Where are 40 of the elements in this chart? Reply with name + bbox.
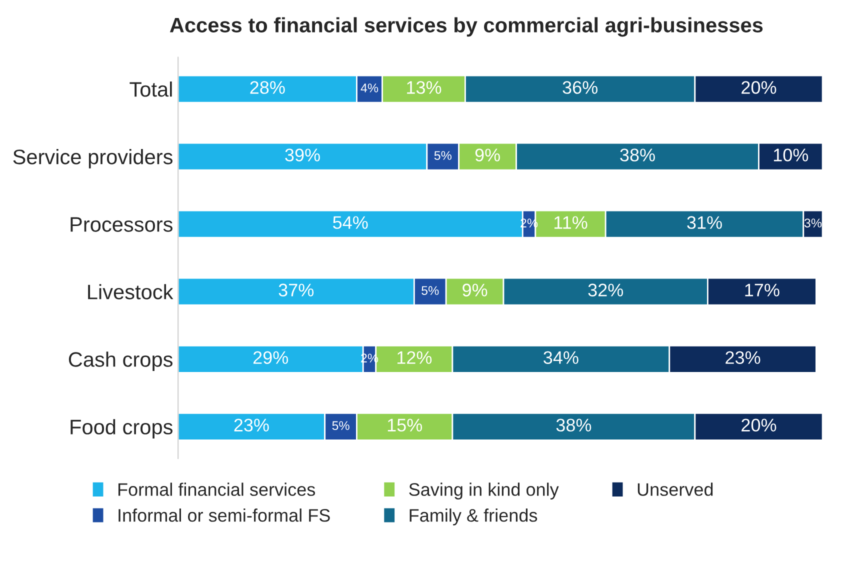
legend-label: Family & friends — [410, 508, 538, 526]
data-label: 20% — [742, 418, 776, 432]
y-tick-label: Service providers — [13, 149, 172, 168]
data-label: 28% — [250, 81, 285, 94]
data-label: 10% — [774, 148, 808, 162]
data-label: 23% — [726, 351, 760, 364]
y-tick-label: Processors — [70, 217, 172, 232]
data-label: 38% — [556, 418, 592, 432]
data-label: 32% — [588, 284, 624, 296]
data-label: 37% — [278, 284, 314, 296]
legend-label: Informal or semi-formal FS — [118, 508, 330, 522]
legend-label: Saving in kind only — [409, 482, 559, 500]
data-label: 29% — [253, 351, 288, 364]
data-label: 5% — [332, 421, 350, 430]
data-label: 17% — [745, 284, 780, 296]
y-tick-label: Total — [130, 81, 172, 97]
y-tick-label: Cash crops — [68, 352, 172, 372]
data-label: 13% — [407, 81, 442, 94]
legend-label: Formal financial services — [118, 482, 316, 496]
data-label: 5% — [422, 286, 439, 295]
data-label: 38% — [620, 148, 655, 162]
chart-title: Access to financial services by commercial agri-businesses — [170, 17, 763, 37]
data-label: 36% — [562, 81, 598, 94]
data-label: 9% — [462, 284, 488, 296]
data-label: 3% — [804, 218, 822, 228]
data-label: 54% — [333, 216, 368, 229]
data-label: 39% — [285, 148, 320, 162]
data-label: 9% — [475, 148, 500, 162]
y-tick-label: Food crops — [70, 419, 172, 439]
data-label: 20% — [742, 81, 776, 94]
data-label: 5% — [434, 151, 452, 160]
data-label: 15% — [388, 418, 422, 432]
y-tick-label: Livestock — [88, 284, 174, 300]
data-label: 11% — [554, 216, 588, 229]
data-label: 12% — [397, 351, 432, 364]
legend-label: Unserved — [638, 482, 713, 496]
data-label: 31% — [687, 216, 722, 229]
data-label: 34% — [544, 351, 578, 364]
data-label: 4% — [360, 84, 378, 92]
data-label: 23% — [234, 418, 269, 432]
